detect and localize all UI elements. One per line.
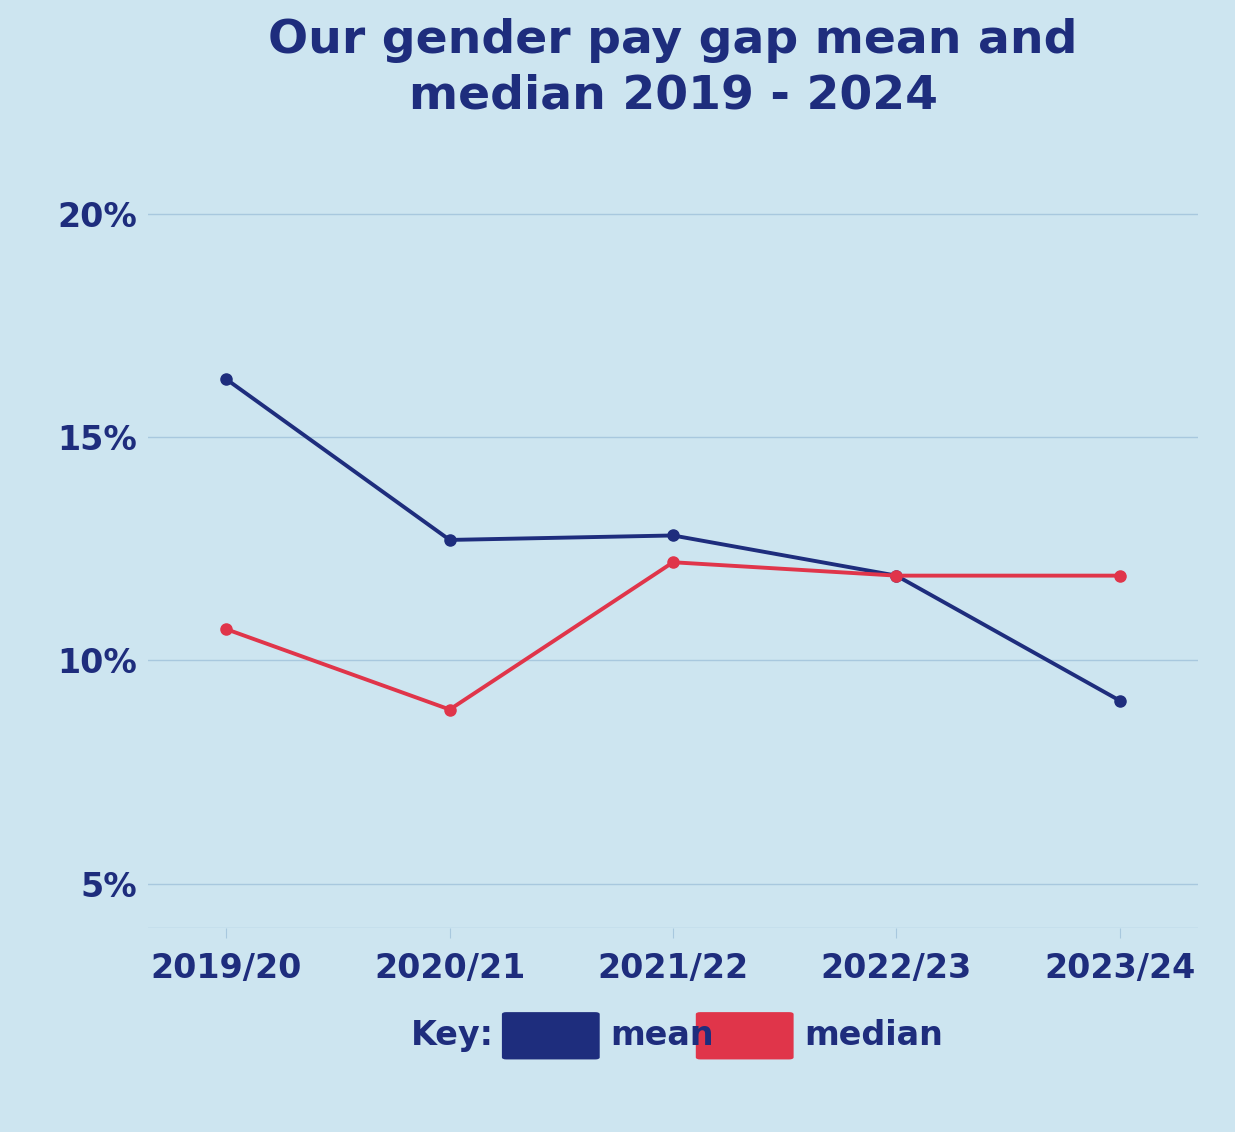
FancyBboxPatch shape: [695, 1012, 794, 1060]
FancyBboxPatch shape: [501, 1012, 600, 1060]
Title: Our gender pay gap mean and
median 2019 - 2024: Our gender pay gap mean and median 2019 …: [268, 18, 1078, 118]
Text: Key:: Key:: [411, 1019, 494, 1053]
Text: median: median: [804, 1019, 942, 1053]
Text: mean: mean: [610, 1019, 714, 1053]
